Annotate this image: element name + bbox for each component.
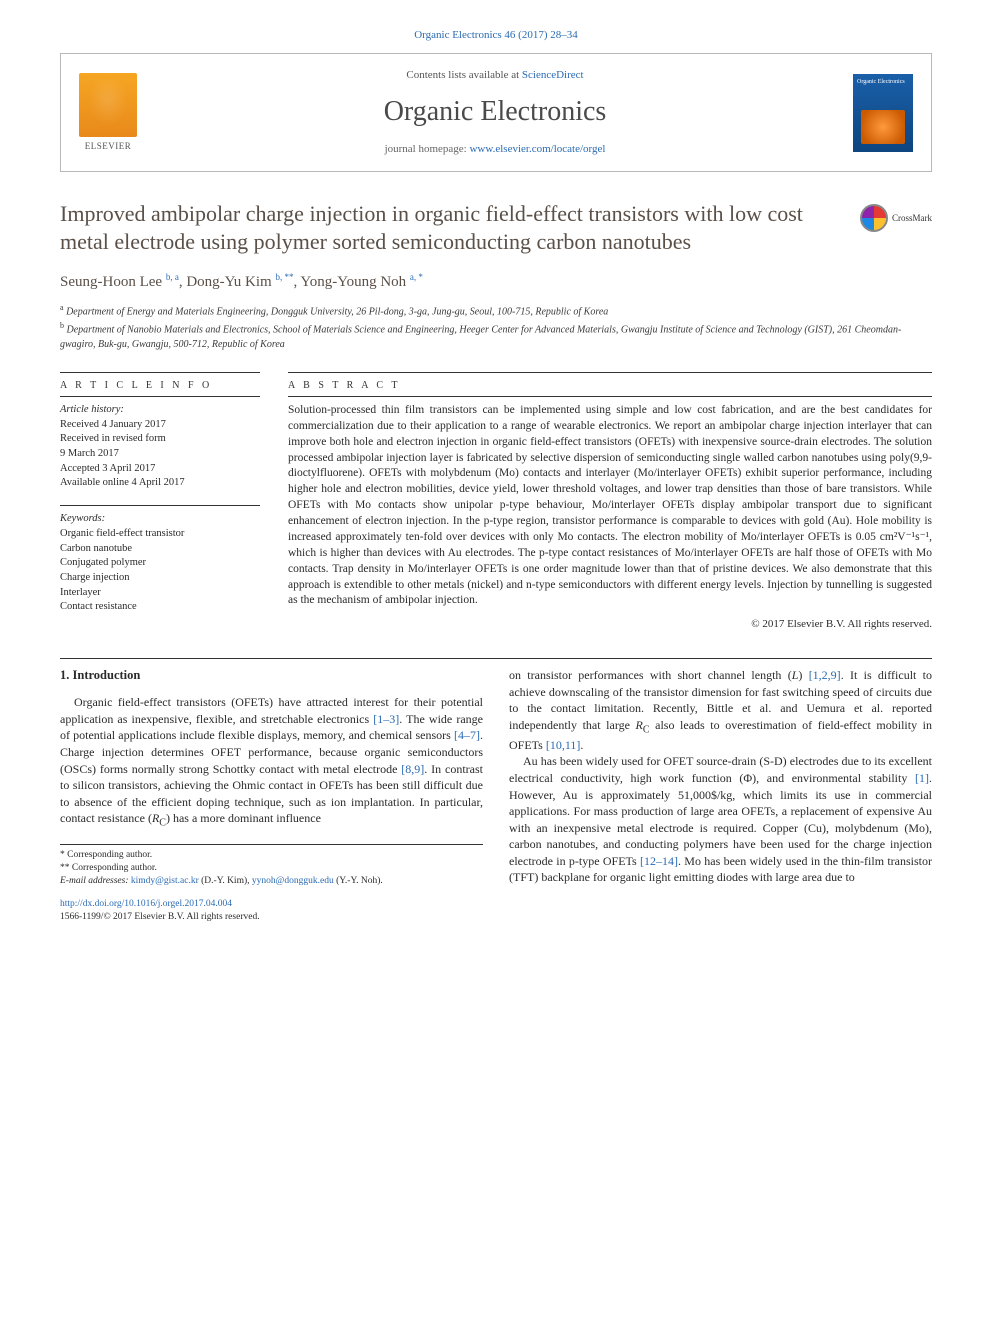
affil-a-text: Department of Energy and Materials Engin… xyxy=(66,306,608,317)
keyword: Organic field-effect transistor xyxy=(60,527,260,542)
sciencedirect-link[interactable]: ScienceDirect xyxy=(522,69,584,81)
article-info-column: A R T I C L E I N F O Article history: R… xyxy=(60,372,260,633)
ref-link[interactable]: [4–7] xyxy=(454,728,480,742)
article-info-label: A R T I C L E I N F O xyxy=(60,373,260,393)
keyword: Charge injection xyxy=(60,571,260,586)
issn-copyright: 1566-1199/© 2017 Elsevier B.V. All right… xyxy=(60,912,260,922)
affiliation-a: a Department of Energy and Materials Eng… xyxy=(60,302,932,319)
intro-paragraph-1-cont: on transistor performances with short ch… xyxy=(509,667,932,753)
article-title: Improved ambipolar charge injection in o… xyxy=(60,200,846,256)
elsevier-tree-icon xyxy=(79,73,137,137)
homepage-link[interactable]: www.elsevier.com/locate/orgel xyxy=(469,143,605,155)
history-label: Article history: xyxy=(60,403,260,418)
journal-title: Organic Electronics xyxy=(137,93,853,131)
journal-homepage: journal homepage: www.elsevier.com/locat… xyxy=(137,142,853,157)
keyword: Interlayer xyxy=(60,586,260,601)
abstract-text: Solution-processed thin film transistors… xyxy=(288,396,932,609)
affiliations: a Department of Energy and Materials Eng… xyxy=(60,302,932,352)
keyword: Conjugated polymer xyxy=(60,556,260,571)
email-link[interactable]: yynoh@dongguk.edu xyxy=(252,876,334,886)
ref-link[interactable]: [1] xyxy=(915,771,929,785)
doi-link[interactable]: http://dx.doi.org/10.1016/j.orgel.2017.0… xyxy=(60,899,232,909)
body-column-right: on transistor performances with short ch… xyxy=(509,667,932,888)
history-line: Accepted 3 April 2017 xyxy=(60,462,260,477)
homepage-prefix: journal homepage: xyxy=(385,143,470,155)
ref-link[interactable]: [1,2,9] xyxy=(809,668,841,682)
corresponding-1: * Corresponding author. xyxy=(60,849,483,862)
keywords-label: Keywords: xyxy=(60,512,260,527)
footnotes: * Corresponding author. ** Corresponding… xyxy=(60,844,483,887)
corresponding-2: ** Corresponding author. xyxy=(60,862,483,875)
history-line: 9 March 2017 xyxy=(60,447,260,462)
crossmark-label: CrossMark xyxy=(892,212,932,224)
history-line: Received in revised form xyxy=(60,432,260,447)
keywords-block: Keywords: Organic field-effect transisto… xyxy=(60,505,260,615)
keyword: Contact resistance xyxy=(60,600,260,615)
ref-link[interactable]: [1–3] xyxy=(373,712,399,726)
article-history: Article history: Received 4 January 2017… xyxy=(60,396,260,491)
ref-link[interactable]: [8,9] xyxy=(401,762,424,776)
affiliation-b: b Department of Nanobio Materials and El… xyxy=(60,320,932,351)
ref-link[interactable]: [12–14] xyxy=(640,854,678,868)
email-link[interactable]: kimdy@gist.ac.kr xyxy=(131,876,199,886)
cover-label: Organic Electronics xyxy=(857,78,905,86)
citation-line: Organic Electronics 46 (2017) 28–34 xyxy=(60,28,932,43)
crossmark-icon xyxy=(860,204,888,232)
body-rule xyxy=(60,658,932,659)
elsevier-logo-block: ELSEVIER xyxy=(79,73,137,152)
affil-b-text: Department of Nanobio Materials and Elec… xyxy=(60,325,901,350)
contents-available: Contents lists available at ScienceDirec… xyxy=(137,68,853,83)
section-heading: 1. Introduction xyxy=(60,667,483,684)
intro-paragraph-1: Organic field-effect transistors (OFETs)… xyxy=(60,694,483,830)
abstract-label: A B S T R A C T xyxy=(288,373,932,393)
body-column-left: 1. Introduction Organic field-effect tra… xyxy=(60,667,483,888)
abstract-copyright: © 2017 Elsevier B.V. All rights reserved… xyxy=(288,617,932,632)
email-line: E-mail addresses: kimdy@gist.ac.kr (D.-Y… xyxy=(60,875,483,888)
intro-paragraph-2: Au has been widely used for OFET source-… xyxy=(509,753,932,885)
history-line: Received 4 January 2017 xyxy=(60,418,260,433)
journal-cover-thumb: Organic Electronics xyxy=(853,74,913,152)
ref-link[interactable]: [10,11] xyxy=(546,738,581,752)
author-list: Seung-Hoon Lee b, a, Dong-Yu Kim b, **, … xyxy=(60,271,932,292)
publisher-name: ELSEVIER xyxy=(79,140,137,152)
keyword: Carbon nanotube xyxy=(60,542,260,557)
abstract-column: A B S T R A C T Solution-processed thin … xyxy=(288,372,932,633)
page-footer: http://dx.doi.org/10.1016/j.orgel.2017.0… xyxy=(60,898,932,924)
crossmark-widget[interactable]: CrossMark xyxy=(860,204,932,232)
contents-prefix: Contents lists available at xyxy=(406,69,521,81)
history-line: Available online 4 April 2017 xyxy=(60,476,260,491)
journal-header-box: ELSEVIER Contents lists available at Sci… xyxy=(60,53,932,172)
